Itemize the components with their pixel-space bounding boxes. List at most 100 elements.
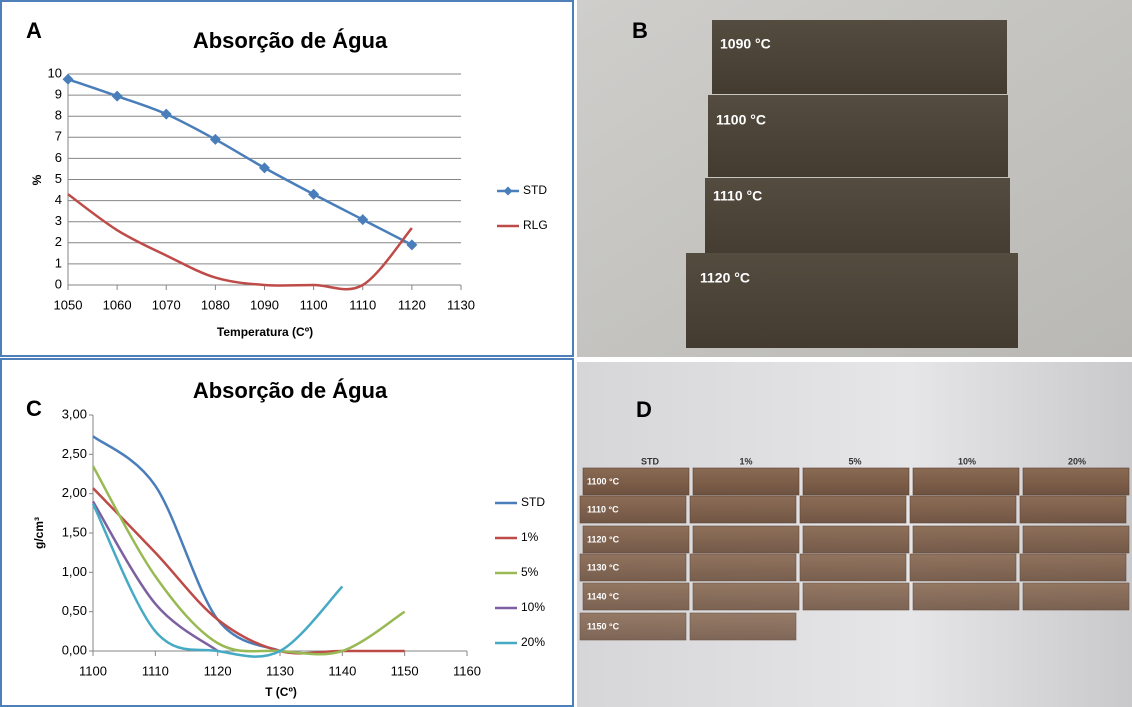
x-tick-label: 1050 [54,297,83,312]
data-point [357,214,369,226]
y-tick-label: 0,00 [62,642,87,657]
panel-frame [0,358,574,707]
tile [1019,553,1127,582]
y-tick-label: 5 [55,171,62,186]
tile [689,495,797,524]
x-tick-label: 1100 [300,297,328,312]
tile [1022,582,1130,611]
panel-letter: C [26,396,42,421]
column-label: 20% [1068,456,1086,466]
panel-letter: B [632,18,648,43]
tile [582,467,690,496]
tile [692,582,800,611]
chart-title: Absorção de Água [193,28,388,53]
row-label: 1130 °C [587,562,620,572]
sample-label: 1090 °C [720,36,771,52]
series-line [91,500,219,653]
tile [909,553,1017,582]
column-label: 1% [739,456,752,466]
chart-title: Absorção de Água [193,378,388,403]
y-tick-label: 4 [55,192,62,207]
y-tick-label: 1,00 [62,564,87,579]
tile [579,553,687,582]
x-tick-label: 1130 [447,297,475,312]
tile [802,525,910,554]
tile [1022,525,1130,554]
tile [1022,467,1130,496]
x-tick-label: 1080 [201,297,230,312]
legend-label: STD [523,183,547,197]
column-label: STD [641,456,660,466]
x-tick-label: 1110 [142,663,169,678]
y-tick-label: 2,50 [62,446,87,461]
tile [912,525,1020,554]
panel-letter: D [636,397,652,422]
y-tick-label: 0,50 [62,603,87,618]
x-tick-label: 1120 [204,663,232,678]
tile [689,612,797,641]
legend-label: 5% [521,565,539,579]
tile [582,525,690,554]
sample-label: 1120 °C [700,270,750,286]
tile [912,582,1020,611]
x-tick-label: 1140 [328,663,356,678]
series-line [91,465,406,656]
y-tick-label: 0 [55,276,62,291]
data-point [62,73,74,85]
legend-marker [503,186,513,196]
panel-frame [0,0,574,357]
row-label: 1110 °C [587,504,619,514]
row-label: 1100 °C [587,476,620,486]
row-label: 1120 °C [587,534,620,544]
y-tick-label: 7 [55,129,62,144]
tile [1019,495,1127,524]
photo-b: 1090 °C 1100 °C 1110 °C 1120 °C [577,0,1132,357]
y-axis-label: g/cm³ [32,517,46,549]
x-axis-label: Temperatura (Cº) [217,325,313,339]
row-label: 1150 °C [587,621,620,631]
sample-label: 1100 °C [716,112,766,128]
tile [692,525,800,554]
photo-d: STD 1% 5% 10% 20% 1100 °C 1110 °C 1120 °C 1130 °… [577,362,1132,707]
y-tick-label: 2,00 [62,485,87,500]
x-axis-label: T (Cº) [265,685,297,699]
tile [912,467,1020,496]
tile [802,582,910,611]
panel-letter: A [26,18,42,43]
tile [799,495,907,524]
data-point [308,188,320,200]
legend-label: 1% [521,530,539,544]
data-point [111,90,123,102]
x-tick-label: 1110 [349,297,376,312]
column-label: 5% [848,456,861,466]
y-tick-label: 1 [55,255,62,270]
legend-label: RLG [523,218,548,232]
tile [909,495,1017,524]
x-tick-label: 1160 [453,663,481,678]
legend-label: STD [521,495,545,509]
column-label: 10% [958,456,976,466]
y-tick-label: 6 [55,150,62,165]
series-line [67,78,413,247]
data-point [259,162,270,174]
y-tick-label: 8 [55,108,62,123]
legend-label: 10% [521,600,545,614]
y-tick-label: 2 [55,234,62,249]
tile [799,553,907,582]
data-point [209,133,221,145]
brick [705,178,1010,262]
x-tick-label: 1100 [79,663,107,678]
data-point [160,108,172,120]
x-tick-label: 1150 [391,663,419,678]
x-tick-label: 1070 [152,297,181,312]
y-tick-label: 10 [48,65,62,80]
y-axis-label: % [30,174,44,185]
brick [686,253,1018,348]
brick [708,95,1008,177]
tile [692,467,800,496]
y-tick-label: 3 [55,213,62,228]
y-tick-label: 1,50 [62,524,87,539]
series-line [91,503,344,658]
tile [579,495,687,524]
